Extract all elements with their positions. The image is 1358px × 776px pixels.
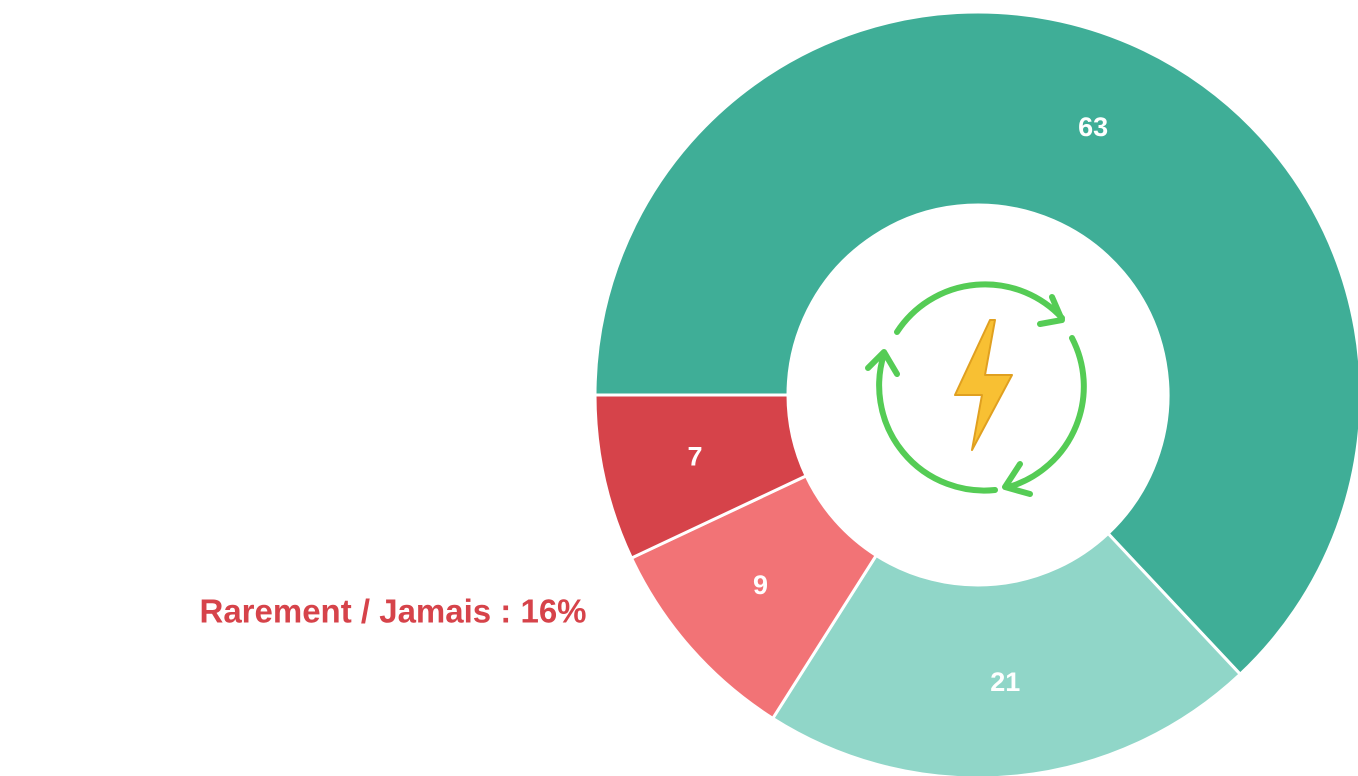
data-label: 9 <box>753 570 768 600</box>
data-label: 63 <box>1078 112 1108 142</box>
slice <box>770 531 1243 776</box>
center-icon <box>865 281 1087 497</box>
data-label: 7 <box>687 441 702 471</box>
annotation: Rarement / Jamais : 16% <box>199 593 586 630</box>
slice <box>593 393 809 561</box>
data-label: 21 <box>990 667 1020 697</box>
slice <box>593 10 1358 677</box>
